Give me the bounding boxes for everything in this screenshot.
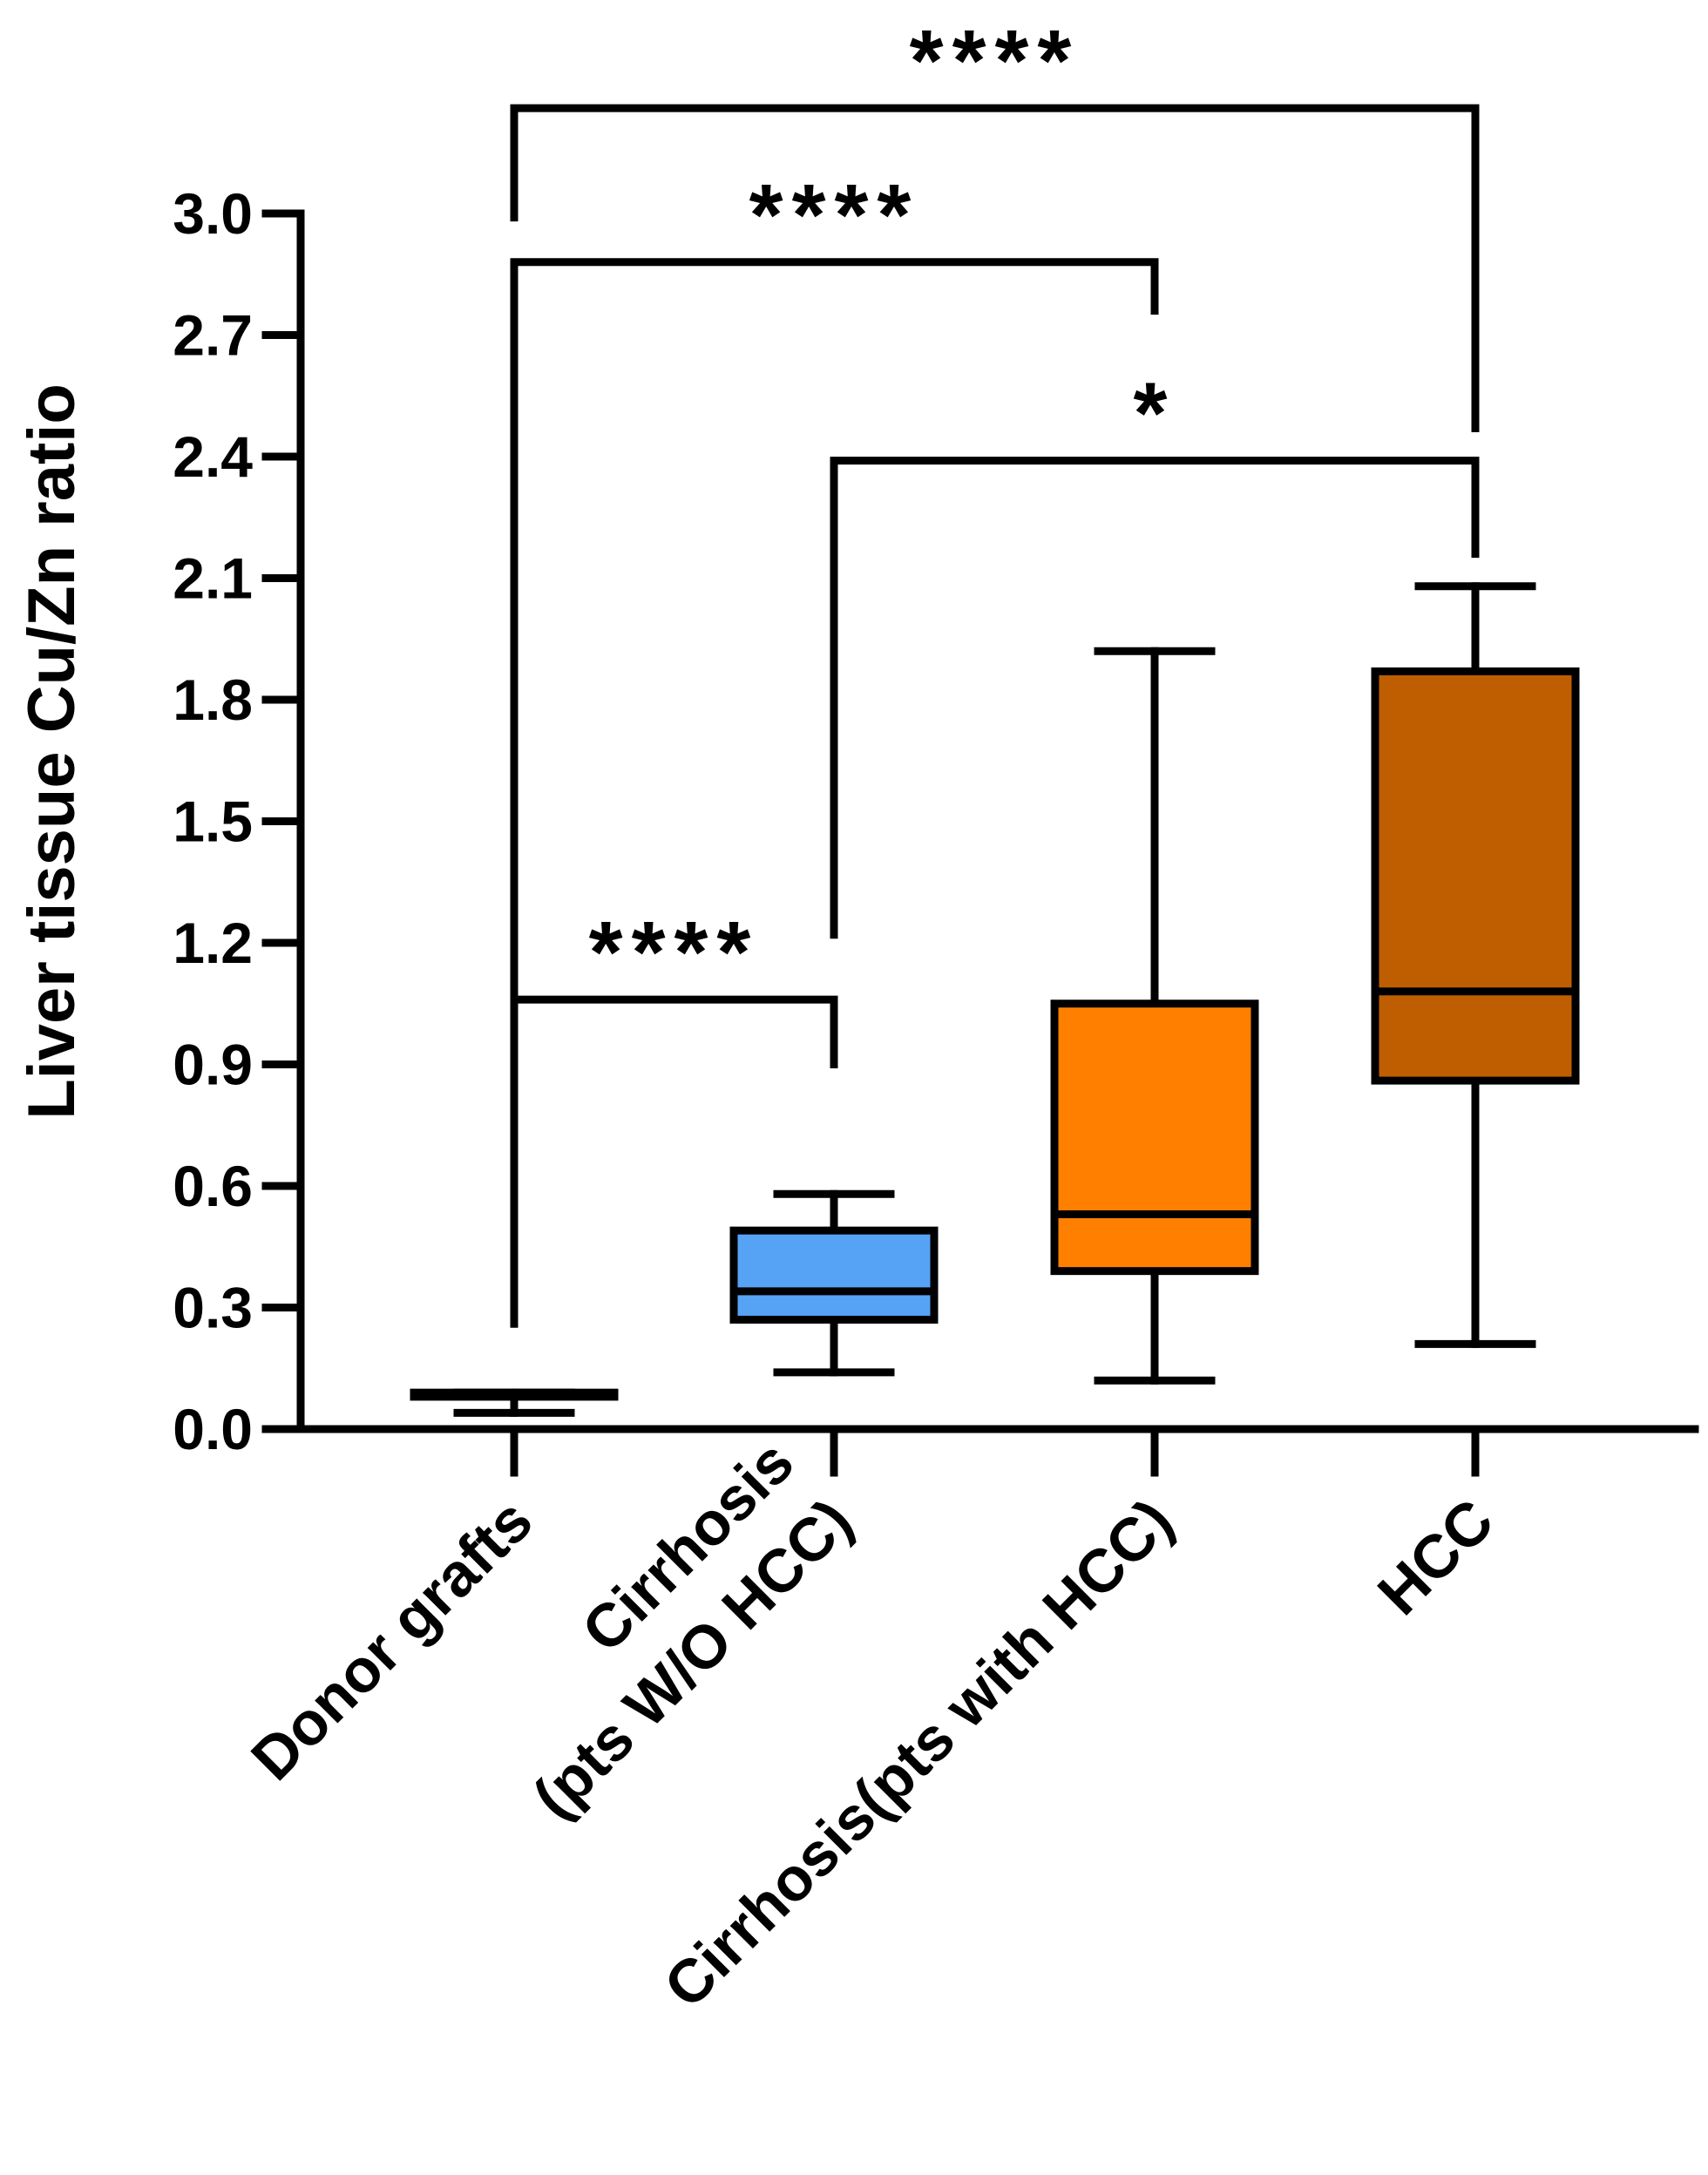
bracket-line [510,104,1480,432]
x-category-label: Donor grafts [238,1486,545,1792]
box-iqr [1050,999,1259,1276]
y-tick-label: 0.6 [173,1154,253,1218]
significance-bracket [510,104,1480,432]
x-category-label-line: Cirrhosis(pts with HCC) [651,1486,1185,2020]
bracket-line [830,457,1480,939]
box-group [1050,647,1259,1385]
y-tick-label: 0.0 [173,1397,253,1461]
y-tick-label: 2.4 [173,424,253,489]
y-tick-label: 2.7 [173,303,253,368]
significance-bracket [830,457,1480,939]
significance-label: **** [910,12,1081,110]
y-tick-label: 2.1 [173,546,253,611]
box-iqr [1371,667,1580,1085]
y-axis-title: Liver tissue Cu/Zn ratio [15,383,89,1120]
box-group [1371,582,1580,1348]
box-group [410,1388,619,1417]
significance-label: **** [589,904,760,1001]
y-tick-label: 1.2 [173,911,253,975]
y-tick-label: 1.5 [173,789,253,854]
x-category-label: Cirrhosis(pts with HCC) [651,1486,1185,2020]
y-tick-label: 0.3 [173,1276,253,1340]
bracket-line [510,258,1159,1328]
x-category-label-line: Donor grafts [238,1486,545,1792]
significance-label: * [1134,365,1176,463]
x-category-label: Cirrhosis(pts W/O HCC) [520,1427,865,1831]
significance-bracket [510,258,1159,1328]
x-category-label-line: HCC [1365,1486,1506,1627]
x-category-label: HCC [1365,1486,1506,1627]
y-tick-label: 3.0 [173,181,253,246]
box-group [729,1189,939,1377]
significance-label: **** [749,166,920,264]
box-iqr [729,1226,939,1324]
y-tick-label: 1.8 [173,667,253,732]
y-tick-label: 0.9 [173,1033,253,1097]
